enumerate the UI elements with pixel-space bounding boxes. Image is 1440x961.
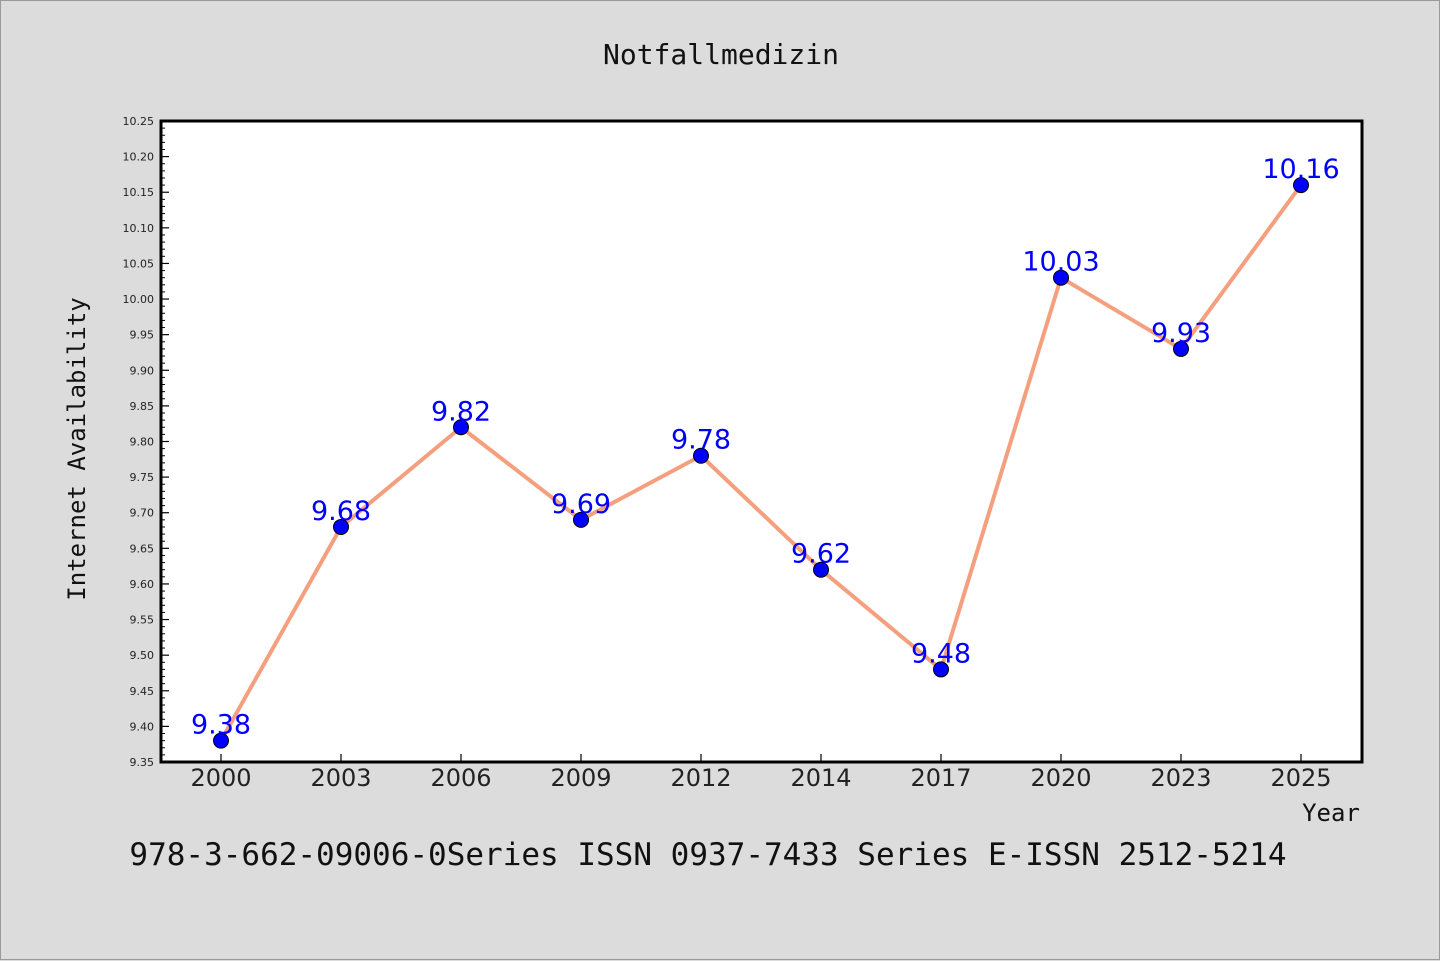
x-tick-label: 2009 bbox=[550, 764, 611, 792]
chart-title: Notfallmedizin bbox=[603, 38, 839, 71]
y-tick-label: 9.55 bbox=[130, 614, 155, 627]
y-tick-label: 9.40 bbox=[130, 720, 155, 733]
data-point bbox=[453, 419, 469, 436]
data-label: 9.62 bbox=[791, 539, 851, 570]
footer-text: 978-3-662-09006-0Series ISSN 0937-7433 S… bbox=[129, 837, 1286, 873]
y-tick-label: 9.90 bbox=[130, 364, 155, 377]
y-tick-label: 10.00 bbox=[123, 293, 155, 306]
y-tick-label: 9.35 bbox=[130, 756, 155, 769]
y-tick-label: 9.80 bbox=[130, 436, 155, 449]
data-point bbox=[933, 661, 949, 678]
data-label: 9.69 bbox=[551, 489, 611, 520]
y-tick-label: 9.65 bbox=[130, 542, 155, 555]
y-axis: 9.35 9.40 9.45 9.50 9.55 9.60 9.65 9.70 9.75 9.80… bbox=[123, 115, 169, 769]
y-tick-label: 9.45 bbox=[130, 685, 155, 698]
y-tick-label: 9.85 bbox=[130, 400, 155, 413]
y-tick-label: 9.70 bbox=[130, 507, 155, 520]
y-tick-label: 10.10 bbox=[123, 222, 155, 235]
data-label: 9.93 bbox=[1151, 318, 1211, 349]
data-point bbox=[1293, 177, 1309, 194]
data-label: 9.68 bbox=[311, 496, 371, 527]
y-tick-label: 9.50 bbox=[130, 649, 155, 662]
series-layer bbox=[213, 177, 1309, 749]
data-label: 9.78 bbox=[671, 425, 731, 456]
x-tick-label: 2000 bbox=[190, 764, 251, 792]
data-label: 9.82 bbox=[431, 396, 491, 427]
data-point bbox=[693, 447, 709, 464]
series-line bbox=[219, 183, 1303, 743]
data-point bbox=[1173, 340, 1189, 357]
data-label: 9.48 bbox=[911, 638, 971, 669]
x-tick-label: 2006 bbox=[430, 764, 491, 792]
y-tick-label: 10.25 bbox=[123, 115, 155, 128]
data-point bbox=[333, 518, 349, 535]
y-tick-label: 9.60 bbox=[130, 578, 155, 591]
x-tick-label: 2025 bbox=[1270, 764, 1331, 792]
data-labels: 9.38 9.68 9.82 9.69 9.78 9.62 9.48 10.03 9.93 10.… bbox=[191, 154, 1340, 741]
data-point bbox=[573, 511, 589, 528]
y-tick-label: 9.75 bbox=[130, 471, 155, 484]
x-tick-label: 2020 bbox=[1030, 764, 1091, 792]
x-axis: 2000 2003 2006 2009 2012 2014 2017 2020 2023 2025 bbox=[190, 754, 1332, 792]
data-point bbox=[813, 561, 829, 578]
x-tick-label: 2017 bbox=[910, 764, 971, 792]
x-tick-label: 2012 bbox=[670, 764, 731, 792]
data-point bbox=[213, 732, 229, 749]
data-label: 10.03 bbox=[1022, 247, 1099, 278]
data-point bbox=[1053, 269, 1069, 286]
x-axis-label: Year bbox=[1302, 799, 1360, 827]
x-tick-label: 2023 bbox=[1150, 764, 1211, 792]
y-axis-label: Internet Availability bbox=[63, 297, 91, 600]
plot-area bbox=[159, 119, 1364, 764]
x-tick-label: 2014 bbox=[790, 764, 851, 792]
data-label: 9.38 bbox=[191, 710, 251, 741]
y-tick-label: 10.05 bbox=[123, 257, 155, 270]
data-label: 10.16 bbox=[1262, 154, 1339, 185]
y-tick-label: 10.15 bbox=[123, 186, 155, 199]
y-tick-label: 10.20 bbox=[123, 151, 155, 164]
x-tick-label: 2003 bbox=[310, 764, 371, 792]
y-tick-label: 9.95 bbox=[130, 329, 155, 342]
